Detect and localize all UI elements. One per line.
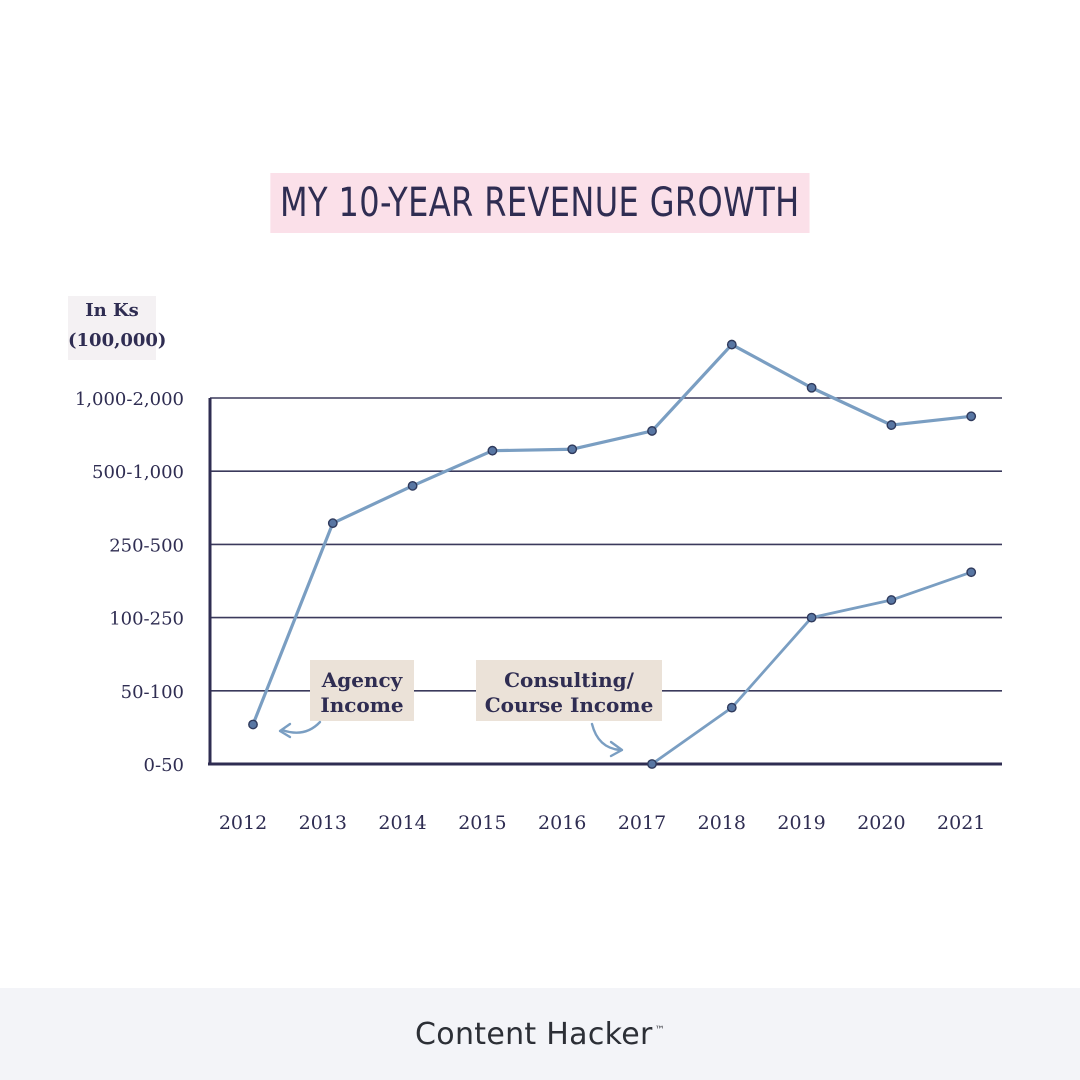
x-tick-label: 2012 bbox=[219, 812, 267, 834]
y-tick-label: 50-100 bbox=[121, 682, 184, 703]
data-point bbox=[806, 382, 817, 393]
brand-logo: Content Hacker ™ bbox=[415, 1017, 665, 1052]
data-point bbox=[327, 518, 338, 529]
y-tick-label: 1,000-2,000 bbox=[75, 389, 184, 410]
x-tick-label: 2019 bbox=[777, 812, 825, 834]
x-tick-label: 2021 bbox=[937, 812, 985, 834]
annotation-label: Income bbox=[320, 693, 403, 717]
brand-name: Content Hacker bbox=[415, 1016, 653, 1052]
data-point bbox=[726, 702, 737, 713]
annotation-box bbox=[310, 660, 414, 721]
annotation-arrowhead bbox=[609, 740, 624, 758]
y-tick-label: 500-1,000 bbox=[92, 462, 184, 483]
annotation-label: Course Income bbox=[485, 693, 654, 717]
annotation-arrow bbox=[280, 720, 322, 734]
data-point bbox=[886, 595, 897, 605]
annotation-label: Agency bbox=[321, 668, 404, 692]
data-point bbox=[647, 426, 657, 436]
data-point bbox=[487, 445, 498, 456]
x-tick-label: 2017 bbox=[618, 812, 666, 834]
data-point bbox=[726, 339, 737, 350]
y-tick-label: 0-50 bbox=[144, 755, 184, 776]
x-tick-label: 2018 bbox=[698, 812, 746, 834]
annotation-arrowhead bbox=[278, 722, 292, 739]
x-tick-label: 2014 bbox=[378, 812, 426, 834]
chart-title: MY 10-YEAR REVENUE GROWTH bbox=[270, 173, 810, 233]
title-wrapper: MY 10-YEAR REVENUE GROWTH bbox=[0, 173, 1080, 233]
trademark-symbol: ™ bbox=[654, 1024, 665, 1036]
data-point bbox=[966, 411, 977, 422]
data-point bbox=[886, 420, 897, 430]
y-axis-label: In Ks (100,000) bbox=[68, 296, 167, 360]
x-tick-label: 2015 bbox=[458, 812, 506, 834]
series-line bbox=[650, 570, 973, 766]
series-line bbox=[251, 342, 973, 727]
data-point bbox=[567, 444, 578, 455]
data-point bbox=[647, 759, 657, 769]
data-point bbox=[248, 719, 258, 730]
x-tick-label: 2013 bbox=[299, 812, 347, 834]
y-axis-label-line-1: In Ks bbox=[85, 300, 139, 321]
annotation-label: Consulting/ bbox=[504, 668, 635, 692]
data-point bbox=[966, 567, 977, 578]
x-tick-label: 2016 bbox=[538, 812, 586, 834]
data-point bbox=[806, 612, 817, 623]
footer: Content Hacker ™ bbox=[0, 988, 1080, 1080]
y-tick-label: 100-250 bbox=[109, 609, 184, 630]
data-point bbox=[407, 480, 418, 491]
annotation-box bbox=[476, 660, 662, 721]
annotation-arrow bbox=[590, 722, 622, 752]
y-tick-label: 250-500 bbox=[109, 535, 184, 556]
x-tick-label: 2020 bbox=[857, 812, 905, 834]
y-axis-label-line-2: (100,000) bbox=[68, 330, 167, 351]
